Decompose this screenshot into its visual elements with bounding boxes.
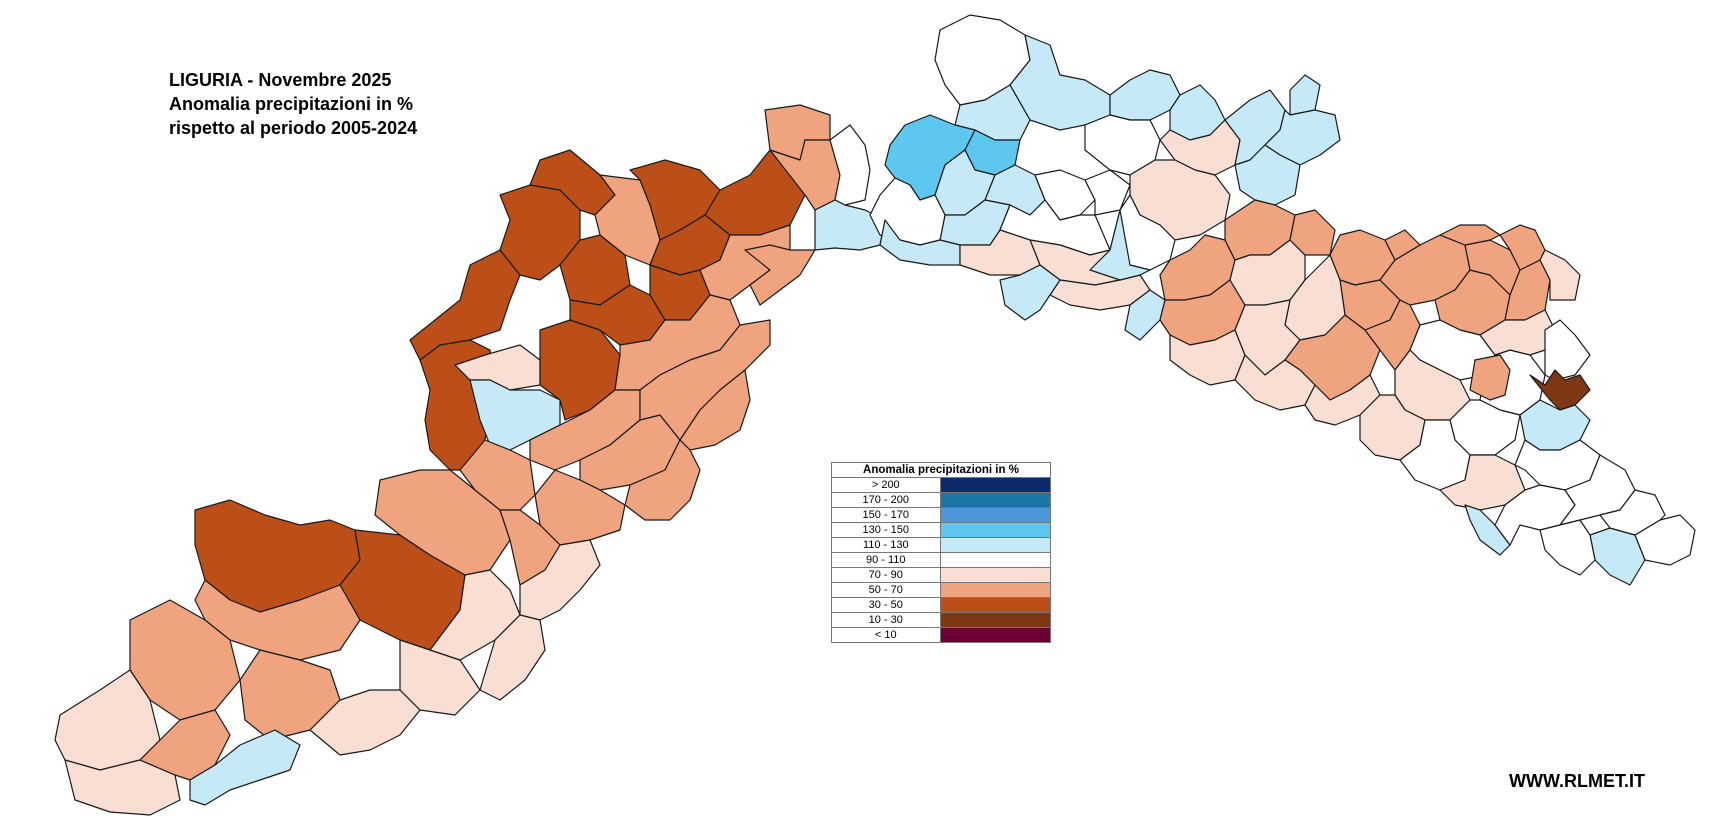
legend: Anomalia precipitazioni in % > 200 170 -… [831,462,1052,643]
municipality [1529,369,1591,411]
municipality [374,469,511,576]
legend-swatch [939,522,1052,538]
title-line-2: Anomalia precipitazioni in % [169,94,414,114]
municipality [1234,354,1316,411]
legend-row: > 200 [831,477,1052,493]
municipality [1234,144,1301,206]
legend-row: < 10 [831,627,1052,643]
region-west [54,469,521,816]
municipality [999,264,1061,321]
municipality [1384,229,1421,261]
municipality [1289,74,1321,116]
title-line-1: LIGURIA - Novembre 2025 [169,70,392,90]
region-east [1359,224,1696,586]
region-central-west [409,104,886,701]
legend-swatch [939,597,1052,613]
municipality [1599,489,1666,536]
municipality [829,124,871,206]
map-title: LIGURIA - Novembre 2025 Anomalia precipi… [169,68,417,140]
legend-swatch [939,537,1052,553]
legend-label: 30 - 50 [831,597,941,613]
legend-row: 150 - 170 [831,507,1052,523]
legend-row: 70 - 90 [831,567,1052,583]
legend-row: 90 - 110 [831,552,1052,568]
legend-row: 170 - 200 [831,492,1052,508]
legend-swatch [939,477,1052,493]
legend-label: 70 - 90 [831,567,941,583]
municipality [64,759,181,816]
municipality [744,244,816,306]
legend-header-row: Anomalia precipitazioni in % [831,462,1051,478]
legend-row: 130 - 150 [831,522,1052,538]
legend-row: 50 - 70 [831,582,1052,598]
legend-label: 130 - 150 [831,522,941,538]
region-central-east [1159,199,1471,426]
municipality [1544,319,1591,381]
legend-swatch [939,507,1052,523]
municipality [479,614,546,701]
legend-row: 110 - 130 [831,537,1052,553]
legend-swatch [939,552,1052,568]
watermark: WWW.RLMET.IT [1509,771,1645,791]
municipality [459,439,536,511]
municipality [1464,504,1511,556]
legend-swatch [939,612,1052,628]
legend-swatch [939,627,1052,643]
municipality [1084,114,1161,176]
municipality [1469,354,1511,401]
legend-swatch [939,492,1052,508]
municipality [1539,249,1581,301]
municipality [189,729,301,806]
legend-label: 90 - 110 [831,552,941,568]
municipality [534,469,626,546]
legend-header: Anomalia precipitazioni in % [831,462,1051,478]
municipality [1304,374,1381,426]
legend-label: 50 - 70 [831,582,941,598]
municipality [624,439,701,521]
legend-label: 170 - 200 [831,492,941,508]
municipality [959,229,1041,276]
title-line-3: rispetto al periodo 2005-2024 [169,118,418,138]
legend-label: < 10 [831,627,941,643]
legend-label: > 200 [831,477,941,493]
legend-swatch [939,582,1052,598]
municipality [1634,514,1696,566]
legend-row: 30 - 50 [831,597,1052,613]
municipality [1539,519,1596,576]
legend-label: 10 - 30 [831,612,941,628]
municipality [1399,419,1471,491]
municipality [1089,209,1151,281]
legend-label: 150 - 170 [831,507,941,523]
legend-label: 110 - 130 [831,537,941,553]
region-central [869,14,1341,341]
municipality [139,709,231,781]
legend-swatch [939,567,1052,583]
legend-row: 10 - 30 [831,612,1052,628]
